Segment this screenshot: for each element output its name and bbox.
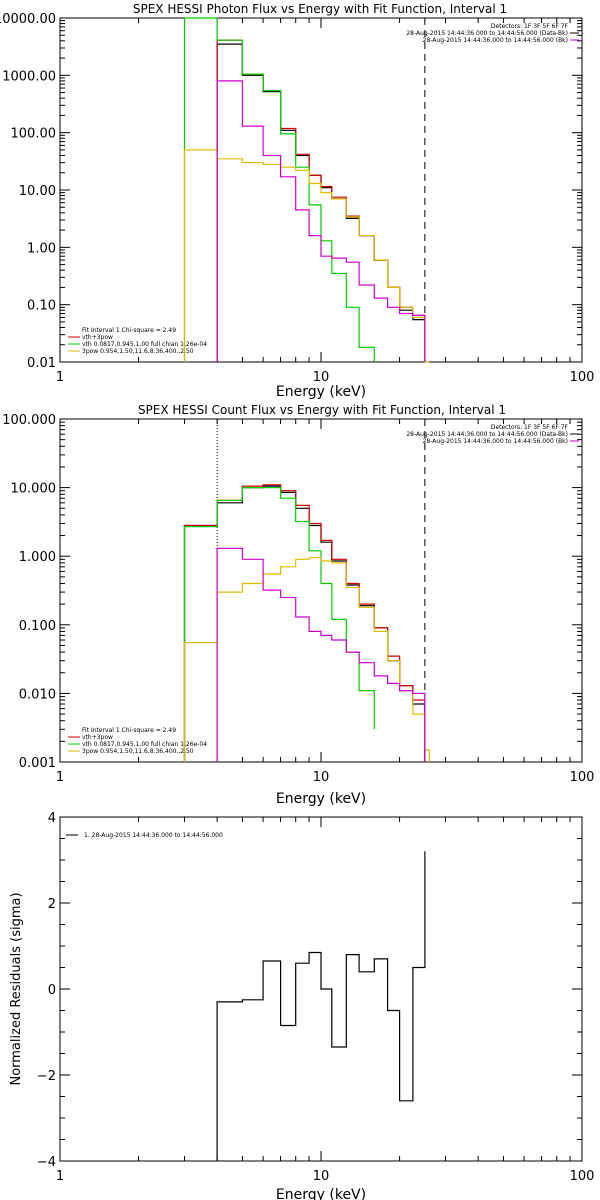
y-tick-label: 1.00 <box>27 241 56 256</box>
residuals-ylabel: Normalized Residuals (sigma) <box>9 892 24 1085</box>
y-tick-label: 4 <box>48 811 56 826</box>
y-tick-label: 1000.00 <box>2 69 56 84</box>
y-tick-label: −4 <box>37 1155 56 1170</box>
y-tick-label: 0 <box>48 983 56 998</box>
info-top-line: Detectors: 1F 3F 5F 6F 7F <box>491 23 569 30</box>
series-step-line-4 <box>216 547 426 762</box>
count-flux-series <box>183 484 430 762</box>
y-tick-label: 0.10 <box>27 299 56 314</box>
info-bottom-line: vth 0.0817,0.945,1.00 full chian 1.26e-0… <box>82 741 207 748</box>
y-tick-label: 10.00 <box>19 184 56 199</box>
series-step-line-0 <box>183 485 426 762</box>
info-bottom-line: Fit Interval 1 Chi-square = 2.49 <box>82 327 176 334</box>
y-tick-label: 0.010 <box>19 687 56 702</box>
residuals-xlabel: Energy (keV) <box>276 1187 366 1200</box>
count-flux-xlabel: Energy (keV) <box>276 791 366 807</box>
y-tick-label: 1.000 <box>19 550 56 565</box>
series-step-line-1 <box>183 484 426 762</box>
x-tick-label: 10 <box>313 770 330 785</box>
y-tick-label: 0.100 <box>19 619 56 634</box>
series-step-line-0 <box>216 851 426 1161</box>
y-tick-label: 0.001 <box>19 756 56 771</box>
count-flux-plot-frame <box>59 418 583 763</box>
series-step-line-0 <box>216 43 426 362</box>
info-bottom-line: vth 0.0817,0.945,1.00 full chian 1.26e-0… <box>82 341 207 348</box>
residuals-panel: 1 10 100 4 2 0 −2 −4 1. 28-Aug-2015 14:44:36.00… <box>9 811 594 1200</box>
x-tick-label: 1 <box>56 770 64 785</box>
info-bottom-line: vth+3pow <box>82 334 113 341</box>
info-top-line: Detectors: 1F 3F 5F 6F 7F <box>491 424 569 431</box>
photon-flux-axes: 1 10 100 10000.00 1000.00 100.00 10.00 1.00 0.10… <box>0 12 594 385</box>
photon-flux-xlabel: Energy (keV) <box>276 384 366 400</box>
info-top-line: 28-Aug-2015 14:44:36.000 to 14:44:56.000… <box>423 438 568 445</box>
count-flux-axes: 1 10 100 100.000 10.000 1.000 0.100 0.010 0.001 <box>2 413 594 785</box>
info-top-line: 28-Aug-2015 14:44:36.000 to 14:44:56.000… <box>406 30 568 37</box>
series-step-line-2 <box>183 17 375 362</box>
info-bottom-line: vth+3pow <box>82 734 113 741</box>
y-tick-label: 0.01 <box>27 356 56 371</box>
legend-entry: 1. 28-Aug-2015 14:44:36.000 to 14:44:56.… <box>84 832 223 839</box>
info-top-line: 28-Aug-2015 14:44:36.000 to 14:44:56.000… <box>423 37 568 44</box>
series-step-line-4 <box>216 80 426 362</box>
info-bottom-line: Fit Interval 1 Chi-square = 2.49 <box>82 727 176 734</box>
residuals-annotations: 1. 28-Aug-2015 14:44:36.000 to 14:44:56.… <box>66 832 223 839</box>
x-tick-label: 100 <box>570 1169 595 1184</box>
y-tick-label: 10.000 <box>11 482 57 497</box>
series-step-line-3 <box>183 557 430 762</box>
y-tick-label: −2 <box>37 1069 56 1084</box>
y-tick-label: 10000.00 <box>0 12 56 27</box>
info-top-line: 28-Aug-2015 14:44:36.000 to 14:44:56.000… <box>406 431 568 438</box>
photon-flux-series <box>183 17 430 363</box>
y-tick-label: 100.000 <box>2 413 56 428</box>
series-step-line-2 <box>183 487 375 762</box>
y-tick-label: 100.00 <box>11 127 57 142</box>
info-bottom-line: 3pow 0.954,1.50,11.6,8.36,400.,2.50 <box>82 748 194 755</box>
photon-flux-panel: SPEX HESSI Photon Flux vs Energy with Fi… <box>0 2 594 400</box>
x-tick-label: 1 <box>56 370 64 385</box>
x-tick-label: 100 <box>570 370 595 385</box>
residuals-axes: 1 10 100 4 2 0 −2 −4 <box>37 811 595 1184</box>
info-bottom-line: 3pow 0.954,1.50,11.6,8.36,400.,2.50 <box>82 348 194 355</box>
x-tick-label: 100 <box>570 770 595 785</box>
count-flux-title: SPEX HESSI Count Flux vs Energy with Fit… <box>138 403 506 417</box>
x-tick-label: 1 <box>56 1169 64 1184</box>
x-tick-label: 10 <box>313 370 330 385</box>
count-flux-panel: SPEX HESSI Count Flux vs Energy with Fit… <box>2 403 594 807</box>
y-tick-label: 2 <box>48 897 56 912</box>
series-step-line-3 <box>183 149 430 363</box>
x-tick-label: 10 <box>313 1169 330 1184</box>
photon-flux-title: SPEX HESSI Photon Flux vs Energy with Fi… <box>133 2 507 16</box>
residuals-series <box>216 851 426 1161</box>
series-step-line-1 <box>216 39 426 362</box>
